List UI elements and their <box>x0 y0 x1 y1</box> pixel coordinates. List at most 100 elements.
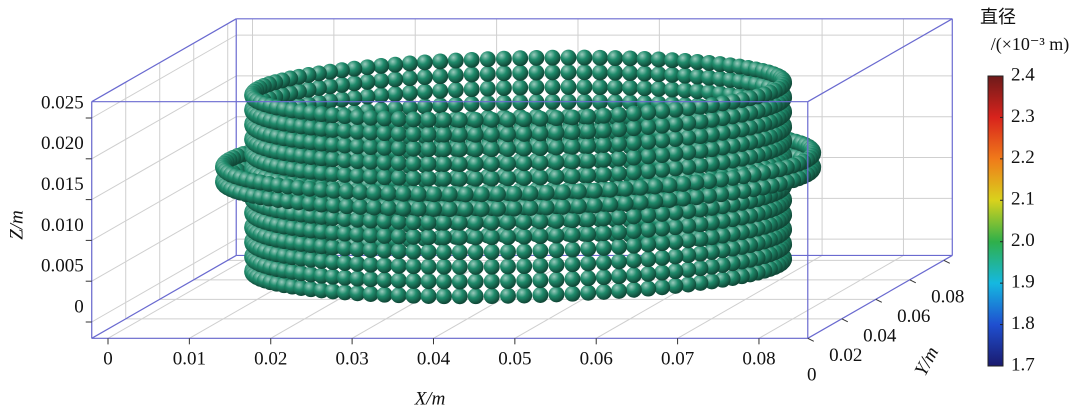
particle <box>595 107 612 124</box>
particle <box>548 124 565 141</box>
particle <box>640 119 657 135</box>
particle <box>560 64 577 81</box>
particle <box>622 79 639 96</box>
particle <box>560 49 577 66</box>
particle <box>301 180 318 197</box>
particle <box>338 198 355 215</box>
particle <box>611 209 627 226</box>
particle <box>611 268 627 285</box>
particle <box>680 100 697 117</box>
particle <box>564 153 581 170</box>
particle <box>622 50 639 67</box>
particle <box>677 67 694 84</box>
particle <box>405 126 422 143</box>
particle <box>387 56 404 73</box>
grid-line <box>91 238 237 323</box>
particle <box>447 96 464 113</box>
particle <box>436 244 452 261</box>
particle <box>576 64 593 81</box>
particle <box>625 134 642 151</box>
particle <box>426 186 443 203</box>
particle <box>680 247 697 264</box>
x-tick-label: 0.04 <box>417 349 451 370</box>
particle <box>595 283 612 300</box>
particle <box>548 257 565 273</box>
particle <box>654 220 671 237</box>
particle <box>390 155 407 171</box>
particle <box>349 226 366 243</box>
particle <box>451 244 468 261</box>
particle <box>467 170 484 187</box>
particle <box>336 152 353 169</box>
particle <box>516 125 533 142</box>
particle <box>564 271 581 287</box>
particle <box>500 243 516 260</box>
particle <box>516 140 533 157</box>
y-tick <box>807 337 815 342</box>
particle <box>387 71 404 88</box>
particle <box>376 242 393 259</box>
particle <box>467 156 484 172</box>
box-edge <box>91 18 237 103</box>
particle <box>595 122 612 139</box>
particle <box>457 201 474 218</box>
y-axis-label: Y/m <box>911 343 943 379</box>
particle <box>640 163 657 180</box>
colorbar-unit: /(×10⁻³ m) <box>991 34 1070 55</box>
particle <box>467 244 484 261</box>
particle <box>532 242 549 259</box>
particle <box>401 70 418 87</box>
particle <box>625 281 642 298</box>
particle <box>522 200 539 216</box>
particle <box>528 79 545 96</box>
particle <box>532 140 549 157</box>
particle <box>595 269 612 286</box>
particle <box>617 180 634 197</box>
grid-line <box>91 197 237 282</box>
particle <box>376 257 393 274</box>
particle <box>611 136 627 152</box>
particle <box>420 288 437 304</box>
particle <box>500 287 516 304</box>
particle <box>495 80 512 96</box>
particle <box>564 256 581 273</box>
particle <box>611 253 627 270</box>
particle <box>390 287 407 304</box>
particle <box>654 147 671 164</box>
y-tick <box>875 298 883 303</box>
particle <box>548 154 565 171</box>
particle <box>349 123 366 140</box>
particle <box>336 137 353 154</box>
particle <box>611 165 627 182</box>
x-tick-label: 0 <box>103 349 113 370</box>
particle <box>564 168 581 185</box>
particle <box>647 178 664 195</box>
particle <box>564 124 581 141</box>
box-edge <box>807 18 953 103</box>
particle <box>451 141 468 158</box>
particle <box>451 229 468 246</box>
particle <box>654 161 671 178</box>
particle <box>500 170 516 187</box>
particle <box>516 155 533 172</box>
particle <box>667 160 684 177</box>
particle <box>595 239 612 256</box>
particle <box>436 170 452 187</box>
particle <box>441 186 458 203</box>
particle <box>675 190 692 207</box>
particle <box>677 53 694 69</box>
particle <box>359 59 376 76</box>
particle <box>560 79 577 95</box>
particle <box>362 109 379 126</box>
particle <box>611 224 627 241</box>
particle <box>548 212 565 229</box>
particle <box>692 98 709 115</box>
particle <box>654 132 671 149</box>
particle <box>701 173 717 190</box>
colorbar-tick-label: 2.3 <box>1011 106 1035 127</box>
particle <box>580 270 597 287</box>
particle <box>324 121 341 138</box>
particle <box>667 145 684 162</box>
particle <box>336 240 353 257</box>
particle <box>324 224 341 241</box>
